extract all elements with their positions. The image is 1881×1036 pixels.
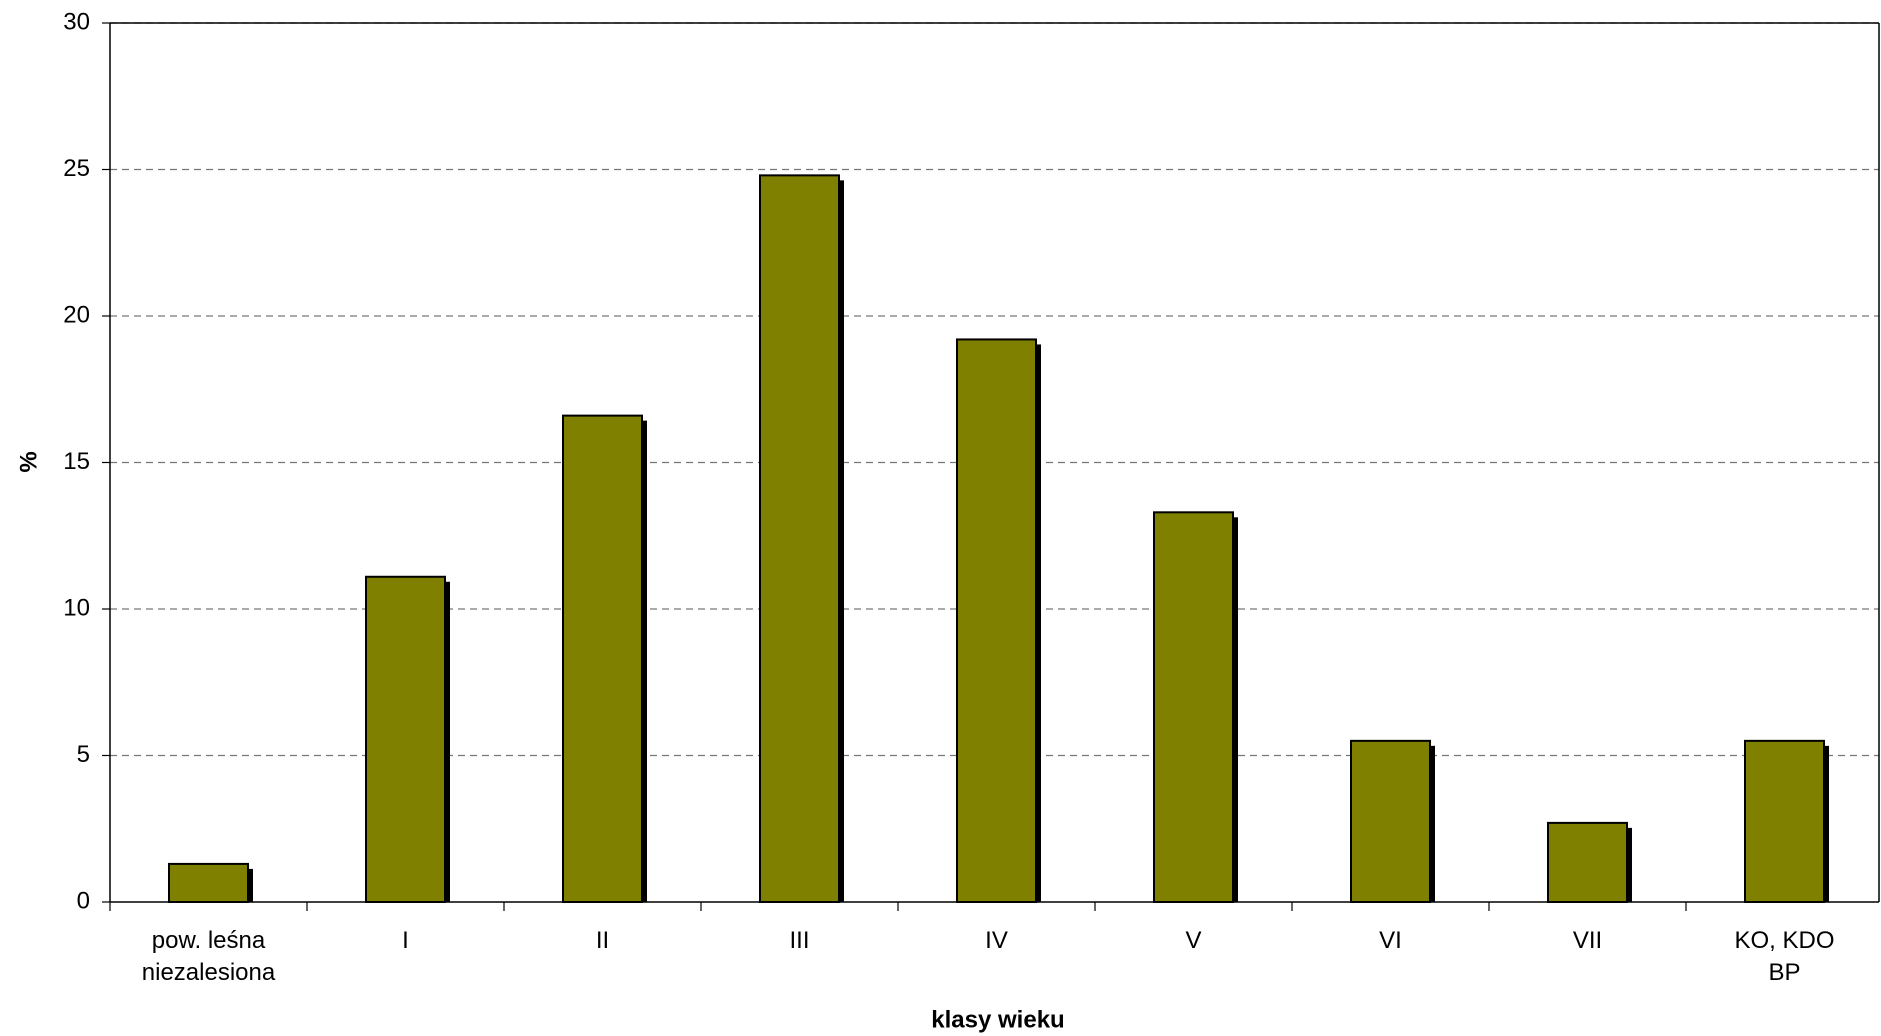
x-tick-label: VI bbox=[1379, 927, 1402, 954]
y-axis-title: % bbox=[15, 451, 42, 472]
x-tick-label: KO, KDO BP bbox=[1734, 927, 1835, 986]
bar bbox=[759, 174, 840, 904]
bar bbox=[1350, 739, 1431, 903]
bar bbox=[168, 862, 249, 903]
bar bbox=[365, 575, 446, 904]
bar bbox=[1153, 511, 1234, 903]
y-tick-label: 0 bbox=[77, 887, 90, 914]
bar bbox=[956, 338, 1037, 903]
x-axis-title: klasy wieku bbox=[931, 1006, 1064, 1033]
y-tick-label: 15 bbox=[63, 448, 90, 475]
x-tick-label: pow. leśna niezalesiona bbox=[141, 927, 276, 986]
y-tick-label: 20 bbox=[63, 301, 90, 328]
bar bbox=[1744, 739, 1825, 903]
x-tick-label: VII bbox=[1572, 927, 1603, 954]
x-tick-label: IV bbox=[985, 927, 1008, 954]
y-tick-label: 25 bbox=[63, 155, 90, 182]
bar bbox=[562, 414, 643, 903]
x-tick-label: II bbox=[595, 927, 610, 954]
y-tick-label: 5 bbox=[77, 741, 90, 768]
x-tick-label: V bbox=[1185, 927, 1202, 954]
x-tick-label: III bbox=[789, 927, 810, 954]
y-tick-label: 30 bbox=[63, 8, 90, 35]
x-tick-label: I bbox=[402, 927, 409, 954]
bar bbox=[1547, 821, 1628, 904]
y-tick-label: 10 bbox=[63, 594, 90, 621]
